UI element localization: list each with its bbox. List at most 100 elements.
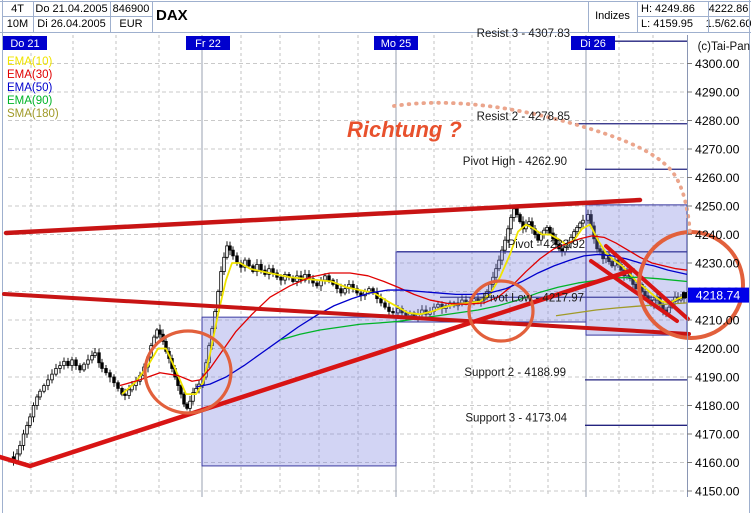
session-badge-label: Fr 22: [195, 38, 221, 50]
candle-body: [66, 360, 70, 367]
header-divider: [152, 1, 153, 32]
candle-body: [179, 385, 183, 395]
candle-body: [228, 245, 232, 251]
range-box: [201, 316, 397, 467]
candle-body: [303, 273, 307, 281]
header-divider: [637, 1, 638, 32]
session-badge: [374, 36, 418, 50]
ma-line: [119, 235, 688, 387]
candle-body: [188, 400, 192, 409]
direction-question-annotation: Richtung ?: [347, 117, 462, 142]
candle-body: [548, 226, 552, 234]
level-label: Pivot Low - 4217.97: [482, 292, 584, 304]
legend-item-ema10: EMA(10): [7, 56, 53, 68]
candle-body: [21, 433, 26, 446]
y-axis-label: 4180.00: [695, 399, 740, 413]
window-border-right: [749, 0, 750, 513]
window-border-left: [2, 0, 3, 513]
candle-body: [497, 259, 501, 270]
candle-body: [222, 256, 226, 272]
date-range-end: Di 26.04.2005: [37, 17, 106, 30]
y-axis-label: 4260.00: [695, 171, 740, 185]
date-range-start: Do 21.04.2005: [35, 2, 108, 15]
symbol-title: DAX: [156, 7, 188, 24]
trend-line: [3, 197, 643, 236]
candle-body: [235, 255, 239, 264]
level-label: Pivot High - 4262.90: [463, 156, 567, 168]
header-divider: [110, 1, 111, 32]
candle-body: [25, 425, 29, 435]
session-badge-label: Mo 25: [381, 38, 412, 50]
range-box: [395, 251, 587, 323]
y-axis-label: 4160.00: [695, 456, 740, 470]
header-border-bottom: [0, 32, 751, 33]
candle-body: [46, 379, 50, 386]
candle-body: [243, 259, 247, 268]
header-divider: [588, 1, 589, 32]
candle-body: [598, 248, 602, 252]
candle-body: [93, 352, 97, 357]
candle-body: [28, 416, 32, 426]
header-border-top: [0, 1, 751, 2]
header-row-divider-left: [2, 16, 152, 17]
candle-body: [225, 245, 229, 258]
candle-body: [271, 268, 275, 274]
candle-body: [503, 239, 507, 251]
last-price-badge-label: 4218.74: [696, 289, 741, 303]
candle-body: [35, 396, 39, 406]
ma-line: [121, 223, 688, 396]
candle-body: [396, 308, 400, 314]
indizes-label: Indizes: [595, 9, 630, 22]
y-axis-label: 4300.00: [695, 57, 740, 71]
candle-body: [494, 268, 498, 278]
session-badge: [3, 36, 47, 50]
candle-body: [572, 231, 576, 238]
candle-body: [387, 306, 391, 312]
candle-body: [575, 226, 579, 233]
candle-body: [643, 291, 647, 297]
currency: EUR: [119, 17, 143, 30]
candle-body: [191, 392, 195, 402]
candle-body: [50, 373, 54, 381]
security-id: 846900: [112, 2, 150, 15]
y-axis-label: 4190.00: [695, 371, 740, 385]
candle-body: [554, 238, 558, 245]
candle-body: [604, 254, 608, 260]
session-badge-label: Do 21: [10, 38, 39, 50]
trend-line: [0, 267, 636, 469]
candle-body: [54, 368, 58, 375]
header-divider: [708, 1, 709, 32]
candle-body: [679, 298, 683, 301]
candle-body: [500, 249, 504, 261]
candle-body: [545, 226, 549, 231]
legend-item-ema30: EMA(30): [7, 69, 53, 81]
y-axis-label: 4270.00: [695, 143, 740, 157]
y-axis-label: 4210.00: [695, 314, 740, 328]
candle-body: [581, 219, 585, 224]
candle-body: [86, 359, 90, 365]
candle-body: [123, 393, 127, 396]
candle-body: [112, 376, 116, 384]
candle-body: [58, 365, 62, 369]
change-value: 1.5/62.60: [705, 17, 751, 30]
candle-body: [536, 234, 540, 241]
session-badge-label: Di 26: [580, 38, 606, 50]
candle-body: [512, 208, 516, 218]
candle-body: [155, 329, 159, 338]
period-high: H: 4249.86: [641, 2, 695, 15]
candle-body: [311, 278, 315, 284]
trend-line: [604, 244, 690, 321]
y-axis-label: 4150.00: [695, 485, 740, 499]
candle-body: [506, 228, 510, 241]
candle-body: [185, 403, 189, 409]
candle-body: [70, 359, 74, 366]
candle-body: [247, 259, 251, 267]
candle-body: [279, 276, 283, 281]
candle-body: [335, 283, 339, 290]
last-price-badge: [688, 287, 749, 303]
candle-body: [339, 288, 343, 294]
candle-body: [82, 363, 86, 371]
candle-body: [97, 352, 101, 364]
